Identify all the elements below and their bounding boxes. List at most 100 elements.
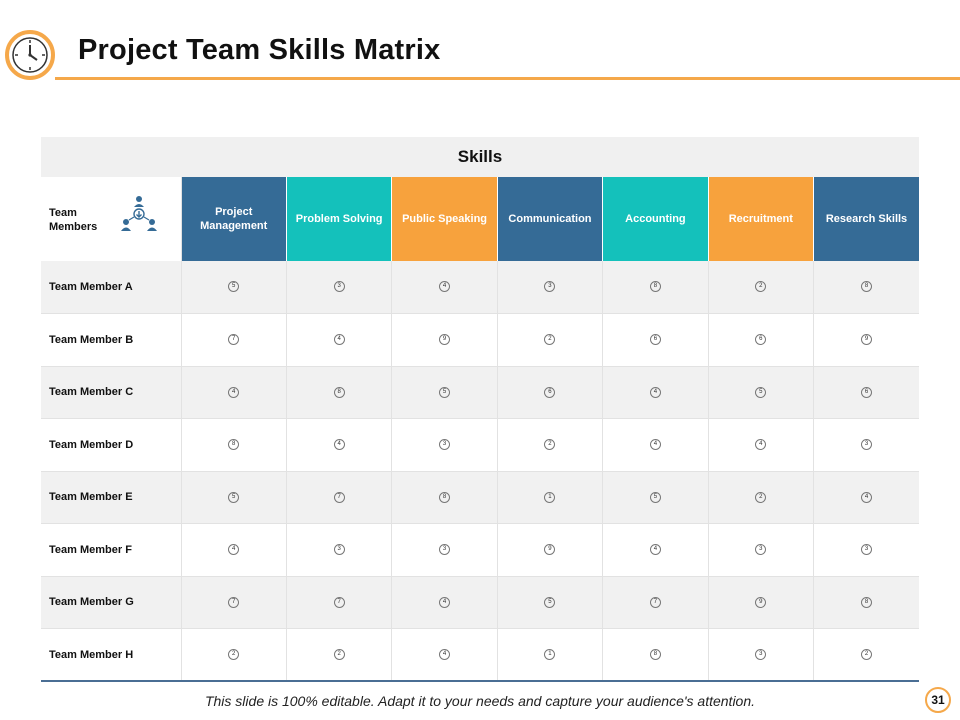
score-value: 4	[228, 386, 240, 398]
score-cell: 4	[602, 418, 709, 472]
score-value: 8	[861, 281, 873, 293]
score-cell: 3	[813, 418, 919, 472]
score-value: 7	[333, 491, 345, 503]
score-value: 2	[544, 334, 556, 346]
score-value: 1	[544, 491, 556, 503]
score-value: 3	[439, 439, 451, 451]
score-cell: 4	[181, 523, 287, 577]
score-value: 2	[228, 649, 240, 661]
score-cell: 3	[391, 418, 498, 472]
score-cell: 8	[813, 261, 919, 314]
slide-header: Project Team Skills Matrix	[0, 0, 960, 82]
score-cell: 4	[391, 576, 498, 629]
score-value: 4	[439, 649, 451, 661]
score-cell: 4	[391, 261, 498, 314]
score-cell: 3	[708, 523, 815, 577]
score-value: 9	[755, 596, 767, 608]
score-value: 4	[439, 281, 451, 293]
score-cell: 7	[286, 576, 393, 629]
team-member-name: Team Member H	[41, 628, 182, 682]
score-cell: 2	[286, 628, 393, 682]
score-cell: 8	[813, 576, 919, 629]
score-cell: 4	[286, 313, 393, 367]
score-cell: 6	[813, 366, 919, 419]
score-value: 6	[544, 386, 556, 398]
footer-divider	[41, 680, 919, 682]
skills-matrix: Skills Team Members	[41, 137, 919, 682]
table-row: Team Member C 4 8 5 6 4 5 6	[41, 366, 919, 419]
score-value: 8	[439, 491, 451, 503]
score-cell: 6	[497, 366, 604, 419]
score-value: 5	[228, 491, 240, 503]
score-value: 2	[755, 281, 767, 293]
score-cell: 8	[181, 418, 287, 472]
score-value: 3	[333, 544, 345, 556]
score-cell: 9	[813, 313, 919, 367]
score-cell: 5	[391, 366, 498, 419]
score-cell: 7	[286, 471, 393, 524]
score-cell: 2	[813, 628, 919, 682]
skill-header-project-management: Project Management	[181, 177, 287, 261]
team-member-name: Team Member C	[41, 366, 182, 419]
table-row: Team Member E 5 7 8 1 5 2 4	[41, 471, 919, 524]
score-value: 9	[544, 544, 556, 556]
score-cell: 1	[497, 471, 604, 524]
score-value: 3	[439, 544, 451, 556]
score-value: 2	[333, 649, 345, 661]
score-cell: 3	[286, 523, 393, 577]
score-cell: 1	[497, 628, 604, 682]
skill-header-research-skills: Research Skills	[813, 177, 919, 261]
score-cell: 9	[497, 523, 604, 577]
score-cell: 2	[497, 418, 604, 472]
page-number-badge: 31	[925, 687, 951, 713]
team-member-name: Team Member F	[41, 523, 182, 577]
score-value: 8	[649, 281, 661, 293]
skills-header-row: Team Members Proje	[41, 177, 919, 261]
score-value: 4	[333, 334, 345, 346]
team-member-name: Team Member G	[41, 576, 182, 629]
score-value: 4	[861, 491, 873, 503]
score-value: 9	[439, 334, 451, 346]
score-value: 7	[228, 596, 240, 608]
table-row: Team Member G 7 7 4 5 7 9 8	[41, 576, 919, 629]
team-members-header: Team Members	[41, 177, 182, 261]
skills-band-header: Skills	[41, 137, 919, 177]
score-cell: 5	[708, 366, 815, 419]
table-row: Team Member A 5 3 4 3 8 2 8	[41, 261, 919, 314]
score-cell: 4	[813, 471, 919, 524]
score-value: 5	[544, 596, 556, 608]
skill-header-public-speaking: Public Speaking	[391, 177, 498, 261]
score-value: 3	[861, 439, 873, 451]
score-cell: 8	[286, 366, 393, 419]
score-cell: 6	[708, 313, 815, 367]
team-hierarchy-icon	[121, 196, 157, 231]
score-value: 7	[333, 596, 345, 608]
score-value: 3	[755, 649, 767, 661]
score-cell: 4	[181, 366, 287, 419]
score-value: 4	[439, 596, 451, 608]
score-cell: 7	[181, 313, 287, 367]
score-cell: 4	[602, 523, 709, 577]
score-cell: 5	[181, 261, 287, 314]
score-value: 9	[861, 334, 873, 346]
score-value: 3	[544, 281, 556, 293]
score-value: 4	[649, 386, 661, 398]
score-cell: 8	[602, 628, 709, 682]
table-row: Team Member F 4 3 3 9 4 3 3	[41, 523, 919, 577]
score-value: 6	[861, 386, 873, 398]
score-value: 3	[861, 544, 873, 556]
score-value: 4	[649, 544, 661, 556]
score-value: 3	[333, 281, 345, 293]
score-value: 8	[333, 386, 345, 398]
score-cell: 2	[708, 471, 815, 524]
table-row: Team Member D 8 4 3 2 4 4 3	[41, 418, 919, 472]
score-cell: 5	[181, 471, 287, 524]
table-row: Team Member B 7 4 9 2 6 6 9	[41, 313, 919, 367]
score-cell: 7	[602, 576, 709, 629]
score-cell: 8	[391, 471, 498, 524]
score-value: 4	[228, 544, 240, 556]
score-cell: 3	[497, 261, 604, 314]
score-cell: 3	[708, 628, 815, 682]
score-value: 5	[439, 386, 451, 398]
team-member-name: Team Member E	[41, 471, 182, 524]
